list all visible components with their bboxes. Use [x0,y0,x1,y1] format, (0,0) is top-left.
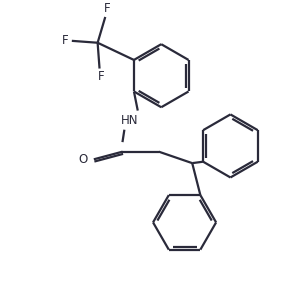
Text: O: O [79,153,88,166]
Text: F: F [104,2,110,15]
Text: F: F [98,71,105,83]
Text: HN: HN [121,114,139,127]
Text: F: F [61,34,68,47]
